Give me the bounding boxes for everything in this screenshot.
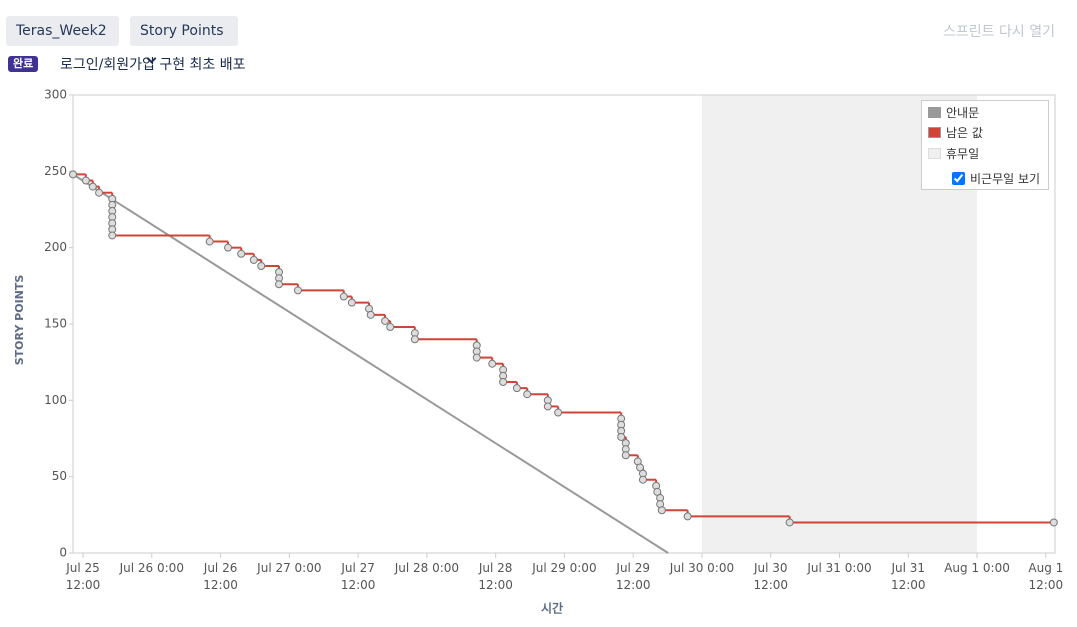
data-point: [275, 280, 284, 289]
data-point: [554, 408, 563, 417]
sprint-select[interactable]: Teras_Week2: [6, 16, 119, 46]
x-tick-label: Aug 1 0:00: [944, 561, 1010, 575]
x-tick-label: Jul 28 0:00: [394, 561, 460, 575]
legend-swatch: [928, 127, 941, 138]
legend: 안내문 남은 값 휴무일 비근무일 보기: [921, 100, 1049, 190]
x-tick-label: Jul 30 0:00: [669, 561, 735, 575]
legend-item: 안내문: [928, 105, 979, 121]
data-point: [386, 323, 395, 332]
data-point: [108, 231, 117, 240]
data-point: [499, 378, 508, 387]
data-point: [523, 390, 532, 399]
y-tick-label: 100: [44, 393, 67, 407]
nonworking-toggle[interactable]: 비근무일 보기: [952, 170, 1040, 187]
metric-select[interactable]: Story Points: [130, 16, 238, 46]
data-point: [366, 310, 375, 319]
x-axis-title: 시간: [541, 601, 563, 616]
y-tick-label: 300: [44, 88, 67, 102]
sprint-goal: 로그인/회원가입 구현 최초 배포: [60, 57, 246, 73]
legend-item: 남은 값: [928, 125, 983, 141]
data-point: [657, 506, 666, 515]
data-point: [249, 255, 258, 264]
reopen-sprint-link[interactable]: 스프린트 다시 열기: [943, 24, 1055, 40]
data-point: [543, 402, 552, 411]
checkbox[interactable]: [952, 172, 965, 185]
x-tick-label: Jul 27 0:00: [257, 561, 322, 575]
legend-item: 휴무일: [928, 146, 979, 162]
data-point: [339, 292, 348, 301]
x-tick-label: Jul 30 12:00: [753, 561, 789, 592]
status-badge: 완료: [8, 56, 39, 72]
x-tick-label: Jul 27 12:00: [340, 561, 376, 592]
y-tick-label: 50: [52, 469, 67, 483]
data-point: [683, 512, 692, 521]
x-tick-label: Aug 1 12:00: [1028, 561, 1064, 592]
data-point: [621, 451, 630, 460]
data-point: [512, 384, 521, 393]
legend-label: 휴무일: [946, 147, 980, 161]
data-point: [224, 243, 233, 252]
data-point: [81, 176, 90, 185]
data-point: [293, 286, 302, 295]
data-point: [347, 298, 356, 307]
legend-swatch: [928, 148, 941, 159]
y-tick-label: 250: [44, 164, 67, 178]
x-tick-label: Jul 25 12:00: [65, 561, 101, 592]
data-point: [95, 188, 104, 197]
data-point: [617, 432, 626, 441]
data-point: [488, 359, 497, 368]
data-point: [472, 353, 481, 362]
data-point: [410, 335, 419, 344]
y-tick-label: 200: [44, 240, 67, 254]
data-point: [69, 170, 77, 179]
data-point: [205, 237, 214, 246]
y-tick-label: 150: [44, 317, 67, 331]
x-tick-label: Jul 26 0:00: [119, 561, 184, 575]
data-point: [88, 182, 97, 191]
data-point: [381, 316, 390, 325]
x-tick-label: Jul 29 12:00: [615, 561, 651, 592]
legend-swatch: [928, 107, 941, 118]
data-point: [638, 475, 647, 484]
x-tick-label: Jul 26 12:00: [203, 561, 238, 592]
y-axis-title: STORY POINTS: [13, 275, 26, 366]
legend-label: 안내문: [946, 106, 980, 120]
data-point: [237, 249, 246, 258]
data-point: [785, 518, 794, 527]
x-tick-label: Jul 29 0:00: [532, 561, 597, 575]
guideline: [72, 173, 669, 554]
x-tick-label: Jul 31 0:00: [807, 561, 872, 575]
toggle-label: 비근무일 보기: [970, 172, 1041, 186]
data-point: [1049, 518, 1058, 527]
x-tick-label: Jul 28 12:00: [478, 561, 513, 592]
x-tick-label: Jul 31 12:00: [890, 561, 926, 592]
y-tick-label: 0: [59, 546, 67, 560]
legend-label: 남은 값: [946, 126, 983, 140]
data-point: [257, 261, 266, 270]
